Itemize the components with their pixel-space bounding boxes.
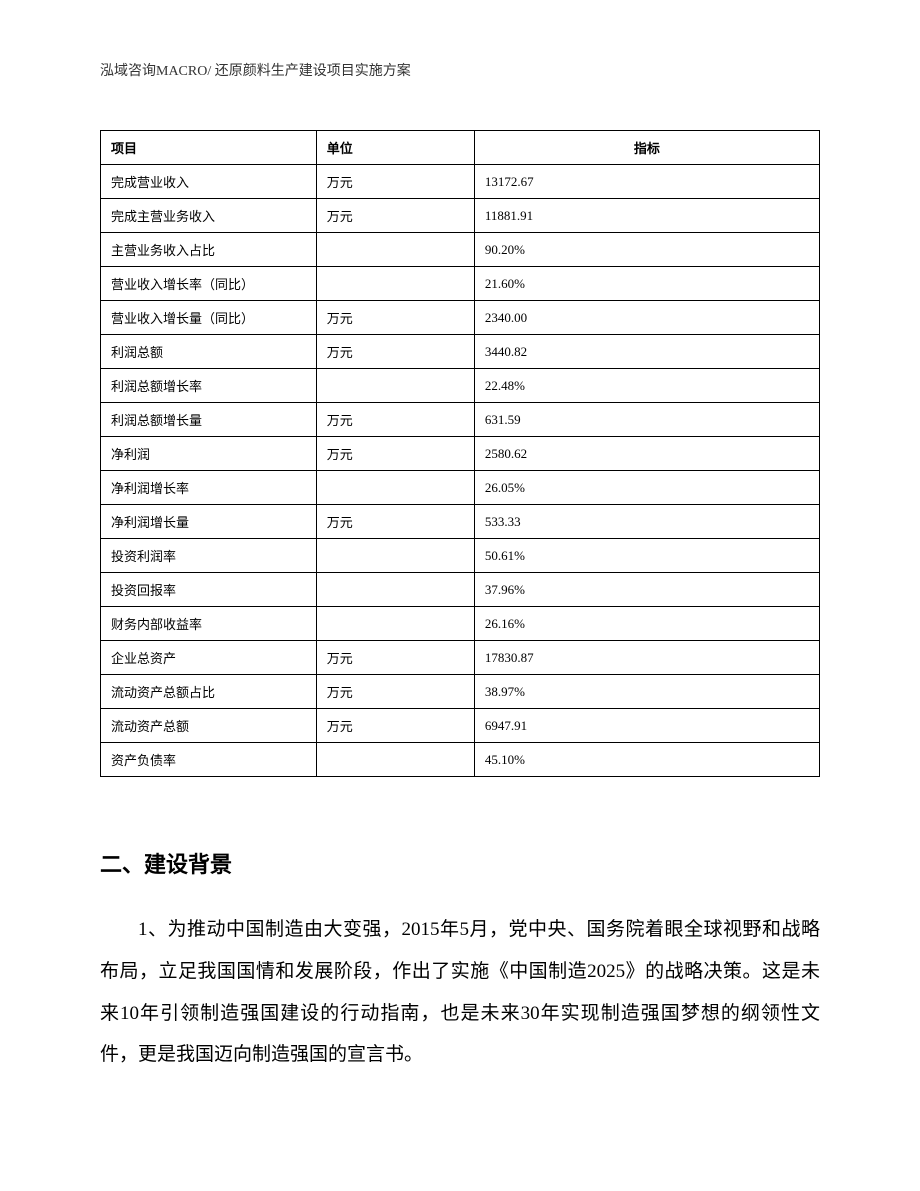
cell-unit <box>316 743 474 777</box>
cell-project: 净利润增长量 <box>101 505 317 539</box>
cell-unit: 万元 <box>316 199 474 233</box>
cell-unit <box>316 607 474 641</box>
cell-project: 企业总资产 <box>101 641 317 675</box>
cell-indicator: 631.59 <box>474 403 819 437</box>
cell-unit <box>316 267 474 301</box>
cell-unit <box>316 573 474 607</box>
cell-indicator: 13172.67 <box>474 165 819 199</box>
table-row: 流动资产总额占比万元38.97% <box>101 675 820 709</box>
column-header-indicator: 指标 <box>474 131 819 165</box>
cell-unit: 万元 <box>316 335 474 369</box>
cell-project: 财务内部收益率 <box>101 607 317 641</box>
cell-project: 净利润 <box>101 437 317 471</box>
table-row: 利润总额增长率 22.48% <box>101 369 820 403</box>
table-header-row: 项目 单位 指标 <box>101 131 820 165</box>
cell-unit <box>316 369 474 403</box>
table-row: 投资利润率 50.61% <box>101 539 820 573</box>
cell-unit: 万元 <box>316 403 474 437</box>
cell-unit: 万元 <box>316 675 474 709</box>
body-paragraph: 1、为推动中国制造由大变强，2015年5月，党中央、国务院着眼全球视野和战略布局… <box>100 909 820 1076</box>
table-row: 流动资产总额万元6947.91 <box>101 709 820 743</box>
cell-unit <box>316 471 474 505</box>
cell-project: 完成营业收入 <box>101 165 317 199</box>
cell-unit: 万元 <box>316 709 474 743</box>
cell-project: 流动资产总额占比 <box>101 675 317 709</box>
cell-indicator: 22.48% <box>474 369 819 403</box>
cell-project: 营业收入增长率（同比） <box>101 267 317 301</box>
cell-unit: 万元 <box>316 301 474 335</box>
cell-indicator: 21.60% <box>474 267 819 301</box>
page-header: 泓域咨询MACRO/ 还原颜料生产建设项目实施方案 <box>100 60 820 80</box>
cell-indicator: 533.33 <box>474 505 819 539</box>
cell-indicator: 26.16% <box>474 607 819 641</box>
cell-indicator: 50.61% <box>474 539 819 573</box>
table-body: 完成营业收入万元13172.67完成主营业务收入万元11881.91主营业务收入… <box>101 165 820 777</box>
cell-project: 主营业务收入占比 <box>101 233 317 267</box>
cell-unit <box>316 233 474 267</box>
table-row: 营业收入增长量（同比）万元2340.00 <box>101 301 820 335</box>
cell-project: 净利润增长率 <box>101 471 317 505</box>
table-row: 资产负债率 45.10% <box>101 743 820 777</box>
table-row: 投资回报率 37.96% <box>101 573 820 607</box>
cell-indicator: 11881.91 <box>474 199 819 233</box>
cell-indicator: 6947.91 <box>474 709 819 743</box>
cell-project: 完成主营业务收入 <box>101 199 317 233</box>
cell-unit: 万元 <box>316 165 474 199</box>
table-row: 企业总资产万元17830.87 <box>101 641 820 675</box>
cell-indicator: 17830.87 <box>474 641 819 675</box>
section-heading: 二、建设背景 <box>100 847 820 879</box>
table-row: 财务内部收益率 26.16% <box>101 607 820 641</box>
cell-indicator: 3440.82 <box>474 335 819 369</box>
cell-unit: 万元 <box>316 641 474 675</box>
cell-unit: 万元 <box>316 437 474 471</box>
cell-unit: 万元 <box>316 505 474 539</box>
column-header-project: 项目 <box>101 131 317 165</box>
table-row: 净利润万元2580.62 <box>101 437 820 471</box>
cell-indicator: 37.96% <box>474 573 819 607</box>
cell-indicator: 45.10% <box>474 743 819 777</box>
cell-indicator: 90.20% <box>474 233 819 267</box>
cell-project: 利润总额增长量 <box>101 403 317 437</box>
cell-indicator: 2580.62 <box>474 437 819 471</box>
cell-project: 利润总额增长率 <box>101 369 317 403</box>
table-row: 利润总额增长量万元631.59 <box>101 403 820 437</box>
cell-project: 投资回报率 <box>101 573 317 607</box>
cell-project: 资产负债率 <box>101 743 317 777</box>
cell-project: 投资利润率 <box>101 539 317 573</box>
table-row: 净利润增长量万元533.33 <box>101 505 820 539</box>
cell-indicator: 38.97% <box>474 675 819 709</box>
table-row: 营业收入增长率（同比） 21.60% <box>101 267 820 301</box>
column-header-unit: 单位 <box>316 131 474 165</box>
cell-indicator: 26.05% <box>474 471 819 505</box>
cell-project: 利润总额 <box>101 335 317 369</box>
cell-unit <box>316 539 474 573</box>
cell-project: 流动资产总额 <box>101 709 317 743</box>
table-row: 利润总额万元3440.82 <box>101 335 820 369</box>
table-row: 完成主营业务收入万元11881.91 <box>101 199 820 233</box>
cell-project: 营业收入增长量（同比） <box>101 301 317 335</box>
table-row: 完成营业收入万元13172.67 <box>101 165 820 199</box>
table-row: 净利润增长率 26.05% <box>101 471 820 505</box>
cell-indicator: 2340.00 <box>474 301 819 335</box>
table-row: 主营业务收入占比 90.20% <box>101 233 820 267</box>
financial-indicators-table: 项目 单位 指标 完成营业收入万元13172.67完成主营业务收入万元11881… <box>100 130 820 777</box>
